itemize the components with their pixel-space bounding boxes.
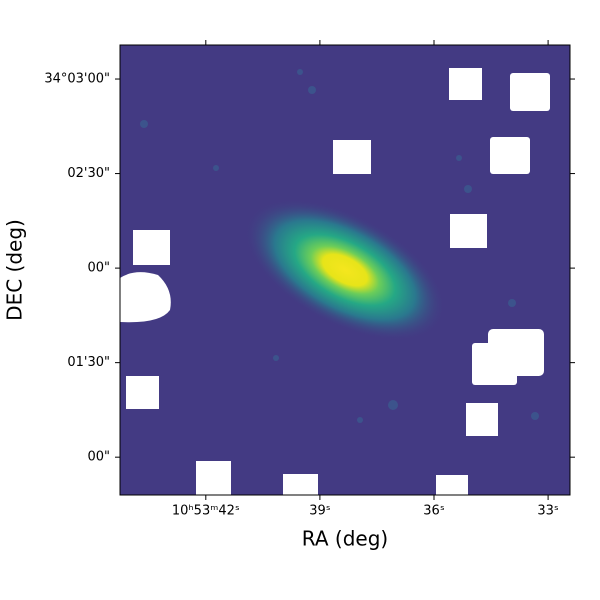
x-tick-label: 36ˢ	[423, 504, 445, 519]
y-tick-label: 00"	[87, 261, 110, 276]
x-tick-label: 10ʰ53ᵐ42ˢ	[172, 504, 240, 519]
y-tick-label: 02'30"	[67, 166, 110, 181]
frame	[119, 44, 571, 496]
x-axis-label: RA (deg)	[302, 527, 388, 551]
y-axis-label: DEC (deg)	[3, 219, 27, 321]
image	[120, 45, 570, 495]
y-tick-label: 01'30"	[67, 355, 110, 370]
x-tick-label: 33ˢ	[537, 504, 559, 519]
y-tick-label: 34°03'00"	[44, 72, 110, 87]
y-tick-label: 00"	[87, 450, 110, 465]
x-tick-label: 39ˢ	[309, 504, 331, 519]
